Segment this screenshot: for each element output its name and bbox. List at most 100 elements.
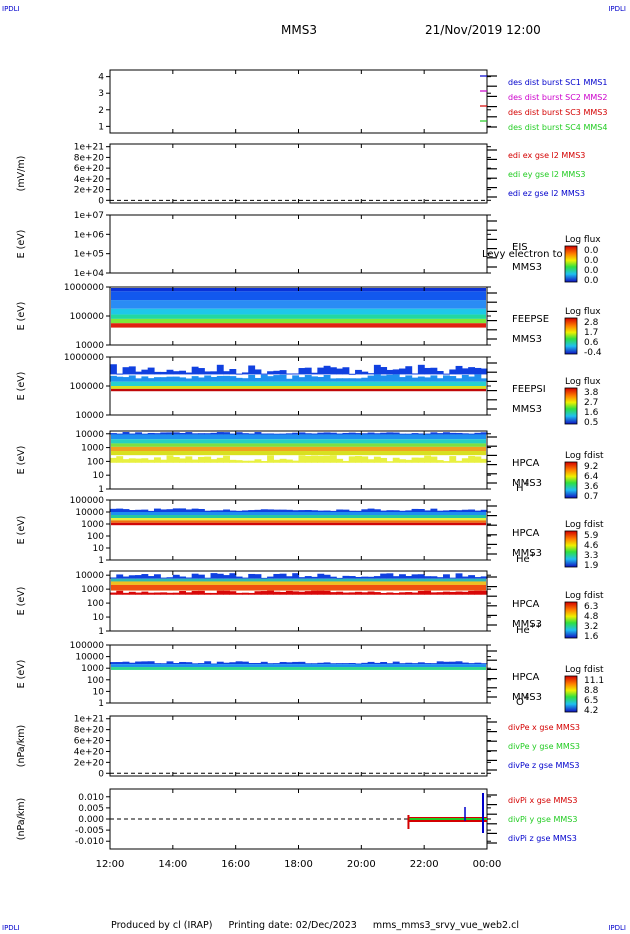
spectrogram-cell [355, 663, 362, 665]
spectrogram-cell [323, 662, 331, 665]
spectrogram-band [111, 518, 486, 521]
y-tick-label: 1000 [81, 520, 104, 530]
spectrogram-cell [417, 364, 425, 375]
spectrogram-cell [468, 575, 476, 579]
spectrogram-cell [298, 455, 306, 463]
spectrogram-cell [248, 510, 256, 512]
spectrogram-cell [128, 662, 136, 665]
spectrogram-cell [122, 509, 130, 512]
mission-label: MMS3 [512, 619, 542, 630]
spectrogram-cell [323, 590, 331, 595]
spectrogram-cell [298, 368, 306, 375]
spectrogram-cell [210, 371, 218, 375]
y-tick-label: 100000 [70, 312, 105, 322]
spectrogram-cell [273, 509, 281, 512]
spectrogram-cell [172, 508, 180, 512]
y-axis-label: E (eV) [16, 302, 27, 331]
spectrogram-cell [141, 369, 149, 375]
spectrogram-cell [254, 591, 262, 595]
spectrogram-cell [179, 591, 186, 595]
spectrogram-cell [279, 458, 287, 463]
spectrogram-cell [399, 368, 406, 375]
spectrogram-cell [191, 433, 199, 435]
spectrogram-cell [260, 374, 268, 382]
spectrogram-cell [185, 456, 193, 463]
spectrogram-cell [216, 432, 224, 435]
spectrogram-cell [311, 510, 318, 512]
spectrogram-cell [348, 456, 356, 463]
corner-label-bottom-left: IPDLI [2, 924, 20, 932]
corner-label-top-left: IPDLI [2, 5, 20, 13]
spectrogram-cell [311, 372, 318, 375]
spectrogram-cell [367, 375, 375, 382]
spectrogram-cell [474, 456, 482, 463]
spectrogram-cell [329, 455, 337, 463]
spectrogram-cell [260, 373, 268, 375]
spectrogram-cell [386, 461, 394, 463]
colorbar-tick-label: -0.4 [584, 348, 602, 358]
spectrogram-cell [110, 433, 117, 435]
spectrogram-cell [141, 433, 149, 435]
spectrogram-cell [317, 662, 325, 665]
spectrogram-band [111, 578, 486, 582]
spectrogram-cell [285, 662, 293, 665]
spectrogram-cell [172, 456, 180, 463]
spectrogram-cell [386, 592, 394, 595]
spectrogram-cell [474, 367, 482, 375]
spectrogram-cell [248, 592, 256, 595]
spectrogram-cell [160, 663, 168, 665]
spectrogram-cell [461, 368, 469, 375]
colorbar [564, 387, 578, 425]
spectrogram-cell [235, 432, 243, 435]
spectrogram-cell [153, 508, 161, 512]
spectrogram-cell [110, 662, 117, 665]
spectrogram-cell [191, 459, 199, 463]
colorbar-tick-label: 2.7 [584, 398, 598, 408]
species-label: He+ [516, 551, 536, 565]
legend-entry: des dist burst SC3 MMS3 [508, 108, 607, 117]
spectrogram [110, 508, 488, 526]
spectrogram-cell [254, 574, 262, 579]
spectrogram-cell [147, 661, 155, 665]
spectrogram-cell [235, 592, 243, 595]
spectrogram-cell [179, 576, 186, 579]
spectrogram-cell [254, 432, 262, 435]
spectrogram-cell [279, 370, 287, 375]
spectrogram-cell [468, 433, 476, 435]
spectrogram-cell [461, 591, 469, 595]
spectrogram-cell [235, 377, 243, 382]
mission-label: MMS3 [512, 548, 542, 559]
spectrogram-cell [122, 367, 130, 375]
spectrogram-cell [229, 376, 237, 382]
spectrogram-cell [191, 663, 199, 665]
colorbar-tick-label: 0.0 [584, 276, 599, 286]
spectrogram-cell [273, 375, 281, 382]
y-tick-label: 10 [93, 544, 105, 554]
spectrogram-cell [223, 590, 230, 595]
spectrogram-cell [304, 455, 312, 463]
y-tick-label: 1000000 [64, 283, 104, 293]
spectrogram-cell [172, 574, 180, 579]
spectrogram-cell [449, 456, 457, 463]
legend-entry: divPi x gse MMS3 [508, 796, 577, 805]
spectrogram-cell [229, 459, 237, 463]
spectrogram-cell [267, 663, 274, 665]
spectrogram-cell [329, 663, 337, 665]
colorbar-tick-label: 3.2 [584, 622, 598, 632]
spectrogram-cell [298, 577, 306, 579]
time-tick-label: 14:00 [158, 859, 187, 870]
y-tick-label: 100 [87, 676, 104, 686]
y-tick-label: 2e+20 [74, 758, 105, 768]
y-tick-label: 1 [98, 699, 104, 709]
legend-entry: divPi z gse MMS3 [508, 834, 577, 843]
spectrogram-cell [285, 576, 293, 579]
panel-p4: 1000000 100000 10000 E (eV) FEEPSE MMS3 Log fl… [16, 283, 602, 358]
spectrogram-cell [273, 591, 281, 595]
spectrogram-cell [116, 373, 124, 375]
spectrogram-cell [235, 460, 243, 463]
instrument-label: HPCA [512, 528, 540, 539]
spectrogram-cell [110, 375, 117, 382]
spectrogram-band [111, 323, 486, 328]
time-tick-label: 18:00 [284, 859, 313, 870]
spectrogram-cell [160, 377, 168, 382]
